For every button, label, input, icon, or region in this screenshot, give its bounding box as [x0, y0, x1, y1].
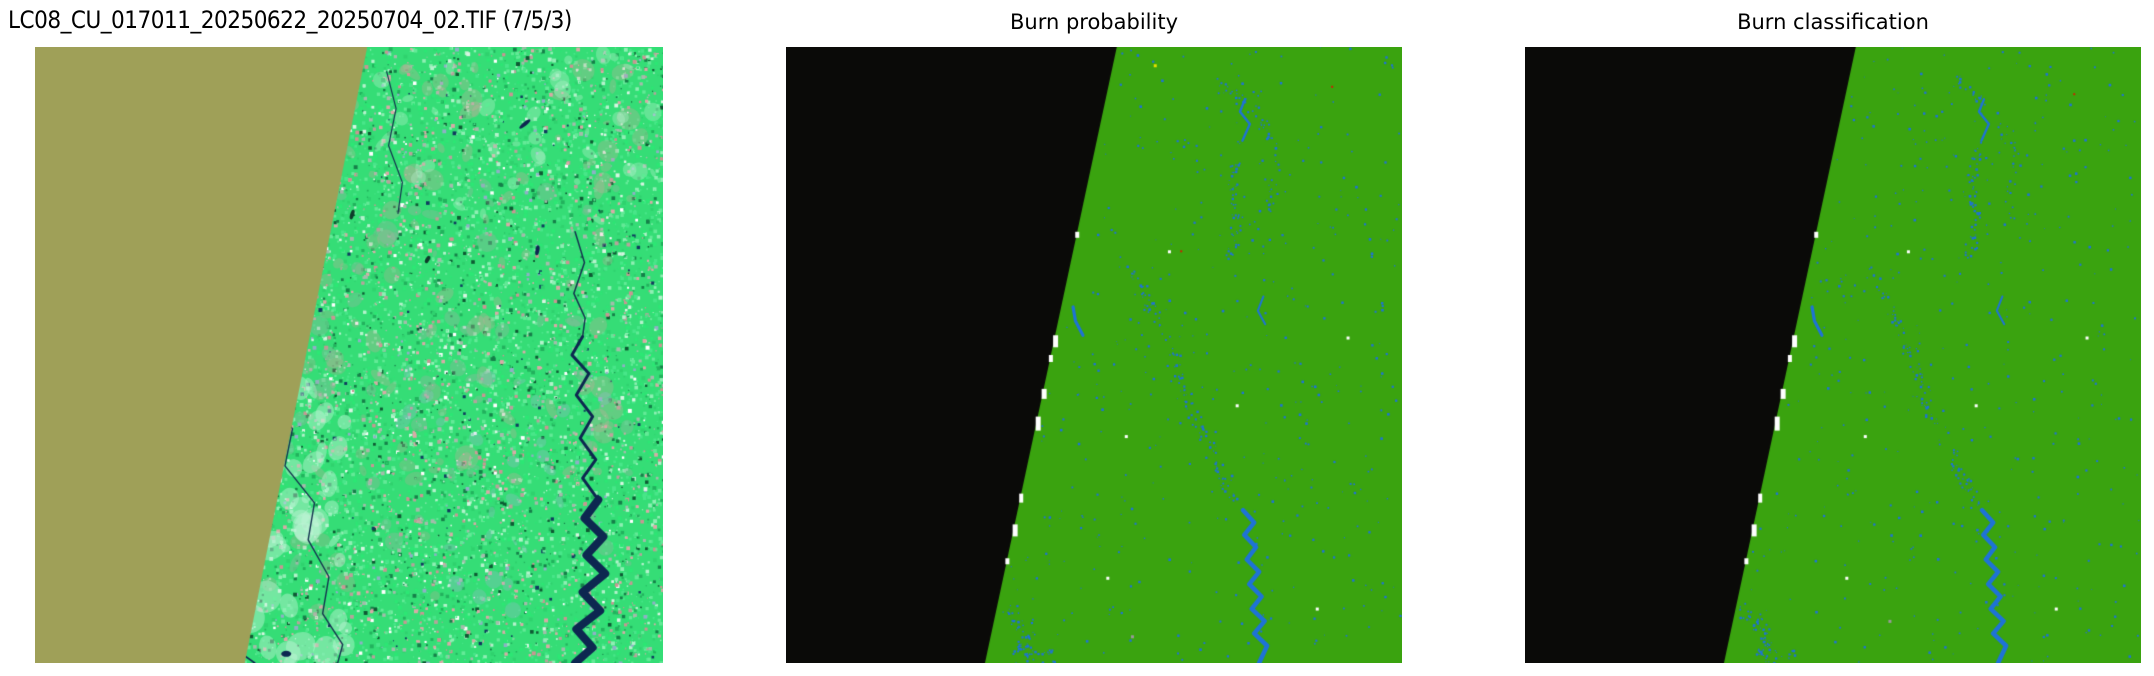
satellite-image-panel: [35, 47, 663, 663]
burn-classification-map-panel: [1525, 47, 2141, 663]
burn-probability-map-panel: [786, 47, 1402, 663]
panel-title-satellite-filename: LC08_CU_017011_20250622_20250704_02.TIF …: [8, 6, 572, 34]
panel-title-burn-probability: Burn probability: [1009, 10, 1178, 34]
panel-title-burn-classification: Burn classification: [1737, 10, 1929, 34]
